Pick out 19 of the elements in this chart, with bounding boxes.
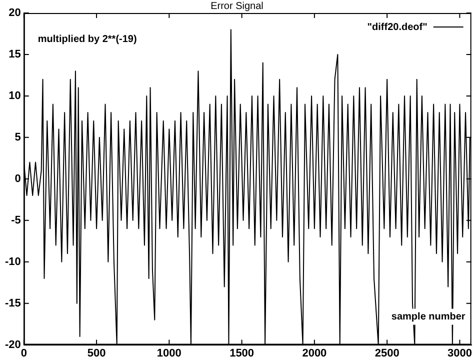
- y-tick-label: -20: [4, 338, 21, 351]
- y-tick-label: 5: [14, 131, 21, 144]
- y-tick-label: 10: [8, 90, 21, 102]
- x-axis-title: sample number: [391, 312, 466, 323]
- chart-title: Error Signal: [210, 0, 264, 12]
- y-tick-label: -5: [11, 214, 21, 226]
- x-tick-label: 1500: [230, 347, 254, 360]
- y-tick-label: -10: [4, 256, 21, 268]
- x-tick-label: 2500: [374, 347, 400, 360]
- y-tick-label: 20: [8, 7, 21, 20]
- annotation: multiplied by 2**(-19): [38, 34, 137, 45]
- y-tick-label: -15: [4, 297, 21, 310]
- x-tick-label: 1000: [156, 347, 182, 360]
- x-tick-label: 2000: [302, 347, 327, 360]
- x-tick-label: 3000: [447, 347, 472, 360]
- legend-label: "diff20.deof": [367, 22, 428, 33]
- y-tick-label: 0: [14, 172, 21, 185]
- y-tick-label: 15: [8, 48, 21, 61]
- x-tick-label: 500: [87, 347, 106, 360]
